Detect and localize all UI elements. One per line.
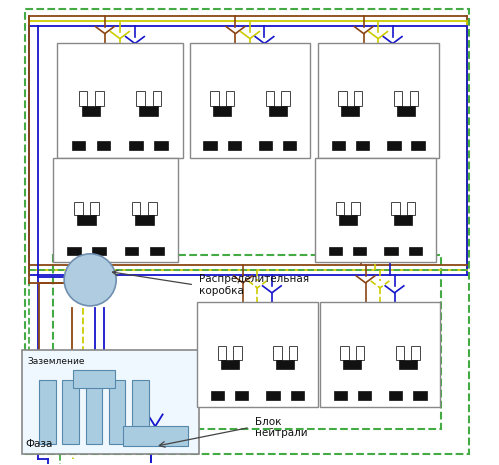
Bar [77,215,96,225]
Bar [210,91,219,106]
Bar [57,43,183,158]
Bar [410,91,418,106]
Bar [273,346,281,360]
Bar [341,106,359,116]
Bar [343,360,361,369]
Bar [218,346,226,360]
Bar [351,202,360,215]
Bar [411,140,425,150]
Bar [228,140,241,150]
Bar [320,302,441,407]
Bar [97,140,110,150]
Bar [129,140,143,150]
Bar [394,91,402,106]
Bar [338,215,357,225]
Bar [132,202,140,215]
Bar [139,106,158,116]
Bar [399,360,417,369]
Bar [71,140,85,150]
Bar [123,426,188,446]
Bar [318,43,439,158]
Bar [412,346,420,360]
Bar [281,91,290,106]
Bar [233,346,242,360]
Bar [353,247,366,255]
Bar [92,247,106,255]
Bar [148,202,157,215]
Bar [235,391,249,399]
Circle shape [64,254,116,306]
Bar [197,302,318,407]
Bar [109,379,125,445]
Bar [290,391,304,399]
Bar [340,346,349,360]
Bar [52,158,178,262]
Bar [335,202,344,215]
Bar [358,391,371,399]
Bar [39,379,56,445]
Bar [265,91,274,106]
Bar [95,91,104,106]
Bar [289,346,297,360]
Bar [391,202,400,215]
Bar [397,106,415,116]
Bar [22,350,199,454]
Bar [387,140,401,150]
Bar [407,202,415,215]
Bar [67,247,81,255]
Bar [53,255,441,429]
Bar [356,346,364,360]
Bar [384,247,398,255]
Bar [315,158,436,262]
Bar [136,91,145,106]
Text: Фаза: Фаза [25,439,52,449]
Bar [283,140,296,150]
Bar [396,346,404,360]
Bar [259,140,272,150]
Text: Заземление: Заземление [27,357,84,366]
Bar [221,360,239,369]
Bar [74,202,83,215]
Bar [90,202,99,215]
Bar [266,391,280,399]
Bar [190,43,310,158]
Bar [413,391,427,399]
Bar [132,379,149,445]
Bar [213,106,231,116]
Bar [82,106,100,116]
Bar [409,247,422,255]
Bar [78,91,87,106]
Bar [125,247,138,255]
Bar [226,91,234,106]
Bar [338,91,347,106]
Bar [150,247,164,255]
Bar [135,215,154,225]
Bar [356,140,369,150]
Bar [153,91,161,106]
Bar [394,215,412,225]
Bar [268,106,287,116]
Bar [73,370,115,387]
Bar [333,391,347,399]
Text: Блок
нейтрали: Блок нейтрали [254,417,307,438]
Bar [354,91,362,106]
Bar [329,247,342,255]
Bar [85,379,102,445]
Bar [154,140,168,150]
Text: Распределительная
коробка: Распределительная коробка [199,274,309,296]
Bar [332,140,345,150]
Bar [389,391,402,399]
Bar [204,140,217,150]
Bar [211,391,224,399]
Bar [62,379,79,445]
Bar [276,360,294,369]
